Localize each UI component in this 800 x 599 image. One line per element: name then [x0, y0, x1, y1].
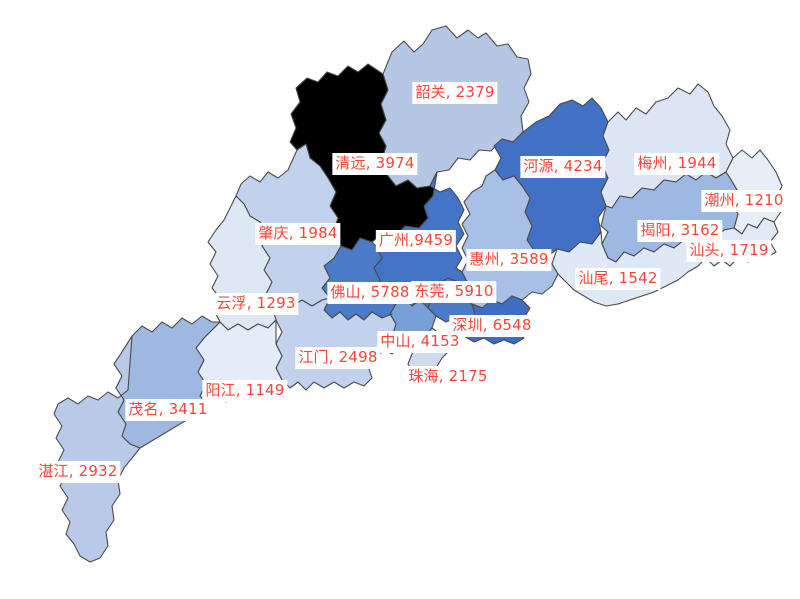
region-zhanjiang[interactable] — [53, 335, 141, 563]
region-maoming[interactable] — [113, 315, 221, 449]
